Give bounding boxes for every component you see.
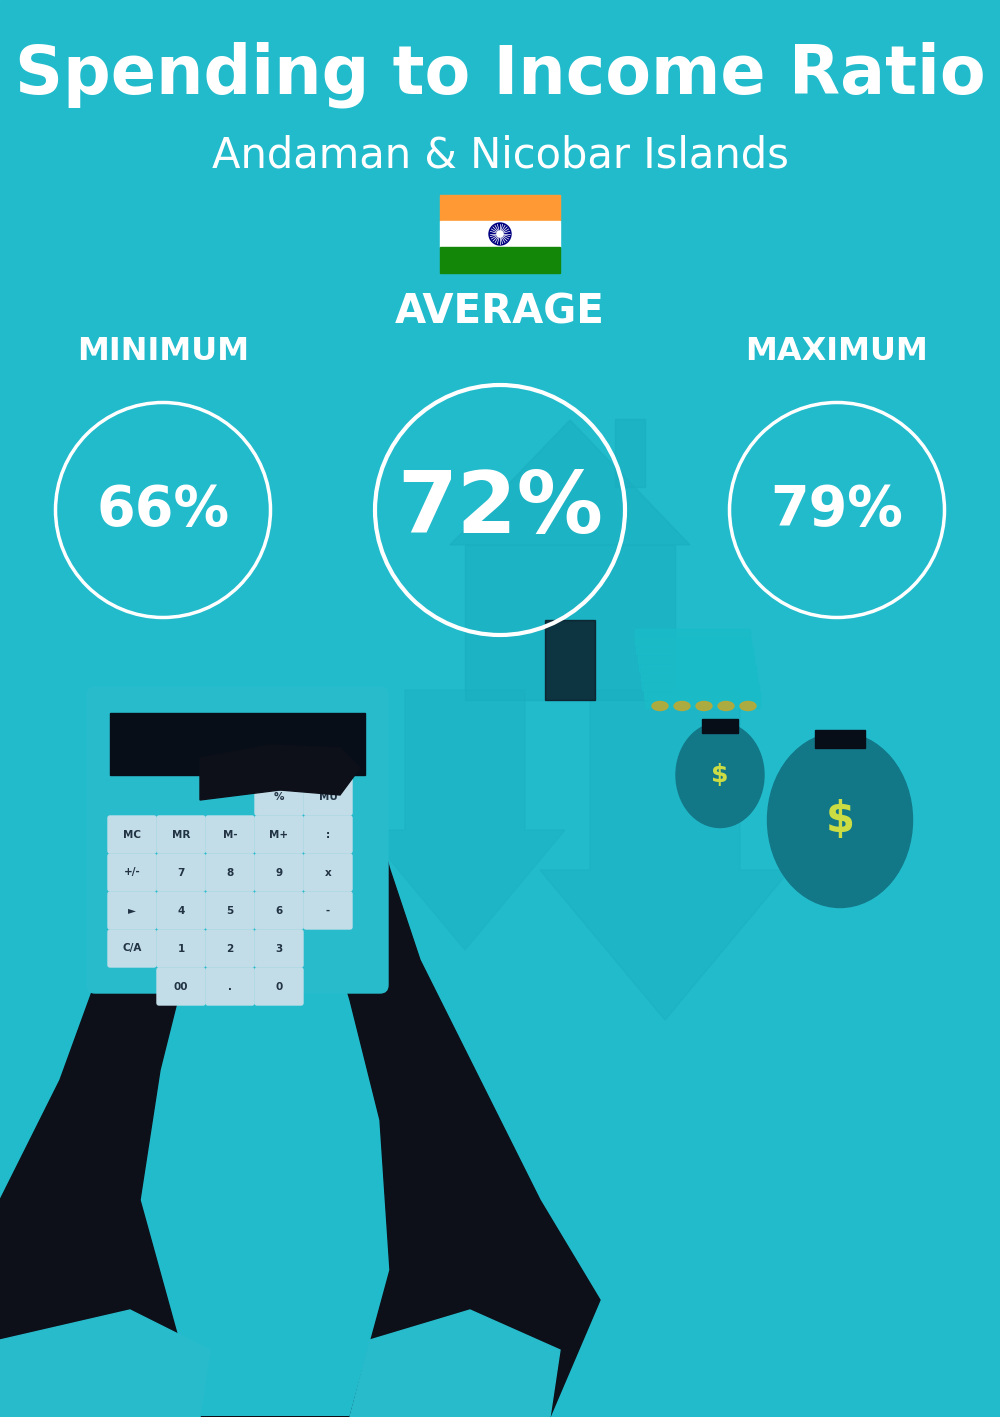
FancyBboxPatch shape xyxy=(108,854,156,891)
Polygon shape xyxy=(0,740,260,1417)
Text: 6: 6 xyxy=(275,905,283,915)
Bar xyxy=(110,713,365,775)
Text: :: : xyxy=(326,829,330,839)
FancyBboxPatch shape xyxy=(255,930,303,966)
Bar xyxy=(642,674,757,690)
FancyBboxPatch shape xyxy=(108,816,156,853)
Bar xyxy=(440,221,560,247)
Polygon shape xyxy=(365,690,565,949)
Bar xyxy=(645,691,760,708)
FancyBboxPatch shape xyxy=(206,968,254,1005)
Ellipse shape xyxy=(740,701,756,710)
Text: 0: 0 xyxy=(275,982,283,992)
Bar xyxy=(465,546,675,700)
FancyBboxPatch shape xyxy=(157,854,205,891)
Text: $: $ xyxy=(711,762,729,786)
Bar xyxy=(635,629,750,645)
FancyBboxPatch shape xyxy=(157,930,205,966)
Circle shape xyxy=(497,231,503,237)
Polygon shape xyxy=(0,1309,210,1417)
Text: 7: 7 xyxy=(177,867,185,877)
Text: -: - xyxy=(326,905,330,915)
Bar xyxy=(440,196,560,221)
Text: 4: 4 xyxy=(177,905,185,915)
Text: MU: MU xyxy=(319,792,337,802)
Bar xyxy=(702,718,738,733)
Text: 66%: 66% xyxy=(96,483,230,537)
FancyBboxPatch shape xyxy=(255,778,303,815)
Text: MAXIMUM: MAXIMUM xyxy=(746,336,928,367)
Text: Andaman & Nicobar Islands: Andaman & Nicobar Islands xyxy=(212,135,788,176)
Text: $: $ xyxy=(826,799,854,842)
Bar xyxy=(644,683,759,699)
Ellipse shape xyxy=(696,701,712,710)
Text: x: x xyxy=(325,867,331,877)
Text: 72%: 72% xyxy=(397,469,603,551)
FancyBboxPatch shape xyxy=(255,891,303,930)
FancyBboxPatch shape xyxy=(87,687,388,993)
FancyBboxPatch shape xyxy=(157,968,205,1005)
FancyBboxPatch shape xyxy=(304,854,352,891)
Bar xyxy=(636,638,751,655)
FancyBboxPatch shape xyxy=(108,930,156,966)
Text: 1: 1 xyxy=(177,944,185,954)
Circle shape xyxy=(489,222,511,245)
Text: M+: M+ xyxy=(269,829,289,839)
Polygon shape xyxy=(540,690,790,1020)
Ellipse shape xyxy=(676,723,764,828)
Text: 00: 00 xyxy=(174,982,188,992)
Text: MINIMUM: MINIMUM xyxy=(77,336,249,367)
Ellipse shape xyxy=(652,701,668,710)
Bar xyxy=(639,656,754,672)
FancyBboxPatch shape xyxy=(304,778,352,815)
Text: %: % xyxy=(274,792,284,802)
Text: .: . xyxy=(228,982,232,992)
Bar xyxy=(545,621,595,700)
Text: +/-: +/- xyxy=(124,867,140,877)
Polygon shape xyxy=(270,745,360,795)
Text: 2: 2 xyxy=(226,944,234,954)
Polygon shape xyxy=(200,745,290,801)
FancyBboxPatch shape xyxy=(157,891,205,930)
FancyBboxPatch shape xyxy=(108,891,156,930)
Text: MC: MC xyxy=(123,829,141,839)
Bar xyxy=(638,648,753,663)
Polygon shape xyxy=(450,419,690,546)
FancyBboxPatch shape xyxy=(206,854,254,891)
Text: 5: 5 xyxy=(226,905,234,915)
FancyBboxPatch shape xyxy=(157,816,205,853)
Bar xyxy=(615,419,645,487)
Text: 79%: 79% xyxy=(771,483,903,537)
Text: 9: 9 xyxy=(275,867,283,877)
Text: 3: 3 xyxy=(275,944,283,954)
Text: Spending to Income Ratio: Spending to Income Ratio xyxy=(15,41,985,108)
FancyBboxPatch shape xyxy=(206,930,254,966)
Bar xyxy=(640,665,756,682)
Ellipse shape xyxy=(718,701,734,710)
FancyBboxPatch shape xyxy=(255,968,303,1005)
Text: 8: 8 xyxy=(226,867,234,877)
Ellipse shape xyxy=(674,701,690,710)
FancyBboxPatch shape xyxy=(206,816,254,853)
Ellipse shape xyxy=(768,733,912,907)
FancyBboxPatch shape xyxy=(304,816,352,853)
FancyBboxPatch shape xyxy=(255,854,303,891)
Text: M-: M- xyxy=(223,829,237,839)
Bar xyxy=(815,730,865,748)
FancyBboxPatch shape xyxy=(206,891,254,930)
Text: AVERAGE: AVERAGE xyxy=(395,292,605,332)
Polygon shape xyxy=(350,1309,560,1417)
Text: MR: MR xyxy=(172,829,190,839)
FancyBboxPatch shape xyxy=(304,891,352,930)
FancyBboxPatch shape xyxy=(255,816,303,853)
Text: C/A: C/A xyxy=(122,944,142,954)
Bar xyxy=(440,247,560,273)
Polygon shape xyxy=(200,755,600,1417)
Text: ►: ► xyxy=(128,905,136,915)
